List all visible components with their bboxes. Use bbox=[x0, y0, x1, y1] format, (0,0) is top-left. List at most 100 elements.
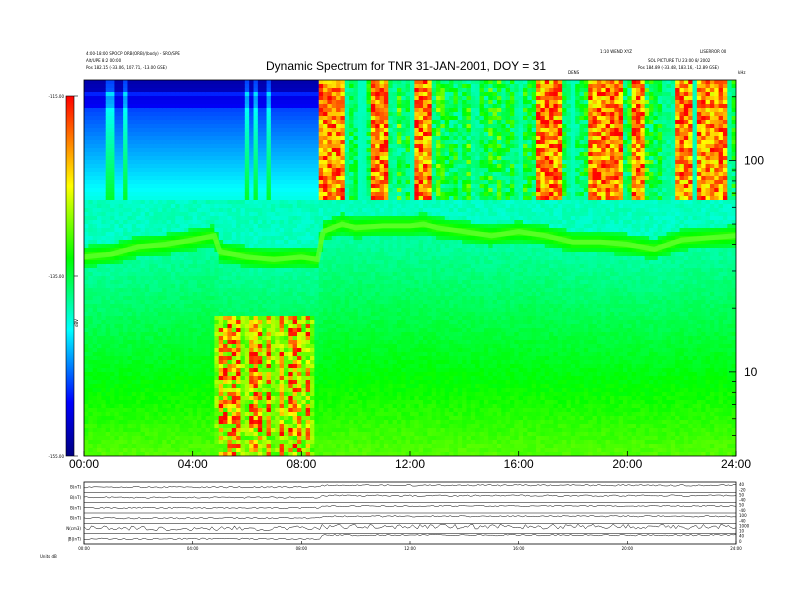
spectrogram-cell bbox=[218, 204, 224, 209]
spectrogram-cell bbox=[170, 432, 176, 437]
spectrogram-cell bbox=[114, 224, 120, 229]
spectrogram-cell bbox=[97, 424, 102, 429]
spectrogram-cell bbox=[170, 88, 176, 93]
spectrogram-cell bbox=[88, 376, 94, 381]
spectrogram-cell bbox=[131, 196, 137, 201]
spectrogram-cell bbox=[157, 356, 163, 361]
spectrogram-cell bbox=[127, 404, 133, 409]
spectrogram-cell bbox=[101, 448, 107, 453]
spectrogram-cell bbox=[244, 132, 250, 137]
spectrogram-cell bbox=[92, 360, 98, 365]
spectrogram-cell bbox=[175, 256, 181, 261]
spectrogram-cell bbox=[136, 392, 142, 397]
spectrogram-cell bbox=[201, 220, 207, 225]
spectrogram-cell bbox=[227, 436, 233, 441]
spectrogram-cell bbox=[166, 188, 172, 193]
spectrogram-cell bbox=[270, 120, 276, 125]
spectrogram-cell bbox=[266, 168, 272, 173]
spectrogram-cell bbox=[292, 400, 298, 405]
spectrogram-cell bbox=[179, 176, 185, 181]
spectrogram-cell bbox=[88, 404, 94, 409]
spectrogram-cell bbox=[270, 280, 276, 285]
spectrogram-cell bbox=[127, 172, 133, 177]
spectrogram-cell bbox=[231, 168, 237, 173]
spectrogram-cell bbox=[118, 320, 124, 325]
spectrogram-cell bbox=[301, 180, 307, 185]
spectrogram-cell bbox=[214, 420, 220, 425]
spectrogram-cell bbox=[279, 216, 285, 221]
spectrogram-cell bbox=[110, 132, 115, 137]
spectrogram-cell bbox=[144, 136, 150, 141]
spectrogram-cell bbox=[262, 428, 268, 433]
spectrogram-cell bbox=[166, 220, 172, 225]
spectrogram-cell bbox=[201, 100, 207, 105]
spectrogram-cell bbox=[218, 232, 224, 237]
spectrogram-cell bbox=[214, 272, 220, 277]
spectrogram-cell bbox=[262, 188, 268, 193]
spectrogram-cell bbox=[166, 356, 172, 361]
spectrogram-cell bbox=[84, 116, 89, 121]
spectrogram-cell bbox=[127, 412, 133, 417]
spectrogram-cell bbox=[131, 444, 137, 449]
spectrogram-cell bbox=[131, 284, 137, 289]
spectrogram-cell bbox=[179, 208, 185, 213]
spectrogram-cell bbox=[240, 164, 246, 169]
spectrogram-cell bbox=[144, 168, 150, 173]
spectrogram-cell bbox=[201, 200, 207, 205]
spectrogram-cell bbox=[183, 364, 189, 369]
spectrogram-cell bbox=[101, 356, 107, 361]
spectrogram-cell bbox=[201, 128, 207, 133]
spectrogram-cell bbox=[84, 304, 89, 309]
spectrogram-cell bbox=[279, 160, 285, 165]
spectrogram-cell bbox=[149, 368, 155, 373]
spectrogram-cell bbox=[162, 264, 168, 269]
spectrogram-cell bbox=[262, 144, 268, 149]
spectrogram-cell bbox=[179, 188, 185, 193]
spectrogram-cell bbox=[266, 300, 272, 305]
spectrogram-cell bbox=[266, 352, 272, 357]
spectrogram-cell bbox=[144, 160, 150, 165]
spectrogram-cell bbox=[266, 280, 272, 285]
spectrogram-cell bbox=[266, 224, 272, 229]
spectrogram-cell bbox=[253, 424, 259, 429]
spectrogram-cell bbox=[123, 180, 128, 185]
spectrogram-cell bbox=[153, 84, 159, 89]
spectrogram-cell bbox=[114, 380, 120, 385]
spectrogram-cell bbox=[240, 372, 246, 377]
spectrogram-cell bbox=[266, 328, 272, 333]
spectrogram-cell bbox=[136, 352, 142, 357]
spectrogram-cell bbox=[127, 220, 133, 225]
spectrogram-cell bbox=[223, 312, 228, 317]
spectrogram-cell bbox=[296, 232, 302, 237]
spectrogram-cell bbox=[253, 92, 259, 97]
spectrogram-cell bbox=[310, 204, 315, 209]
spectrogram-cell bbox=[114, 376, 120, 381]
spectrogram-cell bbox=[179, 428, 185, 433]
spectrogram-cell bbox=[105, 432, 111, 437]
spectrogram-cell bbox=[223, 316, 228, 321]
spectrogram-cell bbox=[305, 192, 311, 197]
spectrogram-cell bbox=[188, 104, 194, 109]
spectrogram-cell bbox=[114, 216, 120, 221]
spectrogram-cell bbox=[236, 248, 241, 253]
spectrogram-cell bbox=[170, 444, 176, 449]
spectrogram-cell bbox=[149, 240, 155, 245]
spectrogram-cell bbox=[88, 352, 94, 357]
spectrogram-cell bbox=[88, 380, 94, 385]
spectrogram-cell bbox=[244, 408, 250, 413]
spectrogram-cell bbox=[157, 84, 163, 89]
spectrogram-cell bbox=[123, 128, 128, 133]
spectrogram-cell bbox=[253, 180, 259, 185]
spectrogram-cell bbox=[292, 144, 298, 149]
spectrogram-cell bbox=[210, 408, 215, 413]
spectrogram-cell bbox=[114, 284, 120, 289]
spectrogram-cell bbox=[105, 84, 111, 89]
spectrogram-cell bbox=[205, 412, 211, 417]
spectrogram-cell bbox=[105, 388, 111, 393]
spectrogram-cell bbox=[131, 160, 137, 165]
spectrogram-cell bbox=[175, 128, 181, 133]
spectrogram-cell bbox=[253, 336, 259, 341]
spectrogram-cell bbox=[162, 444, 168, 449]
spectrogram-cell bbox=[223, 164, 228, 169]
spectrogram-cell bbox=[157, 380, 163, 385]
